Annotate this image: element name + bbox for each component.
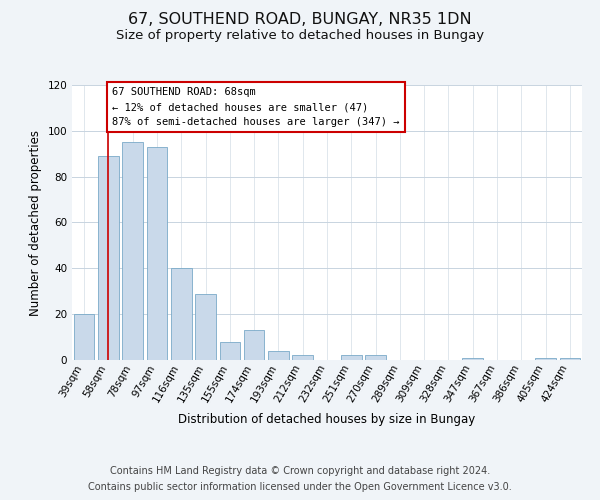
Bar	[365, 356, 386, 360]
Text: Size of property relative to detached houses in Bungay: Size of property relative to detached ho…	[116, 29, 484, 42]
Bar	[146, 147, 167, 360]
Bar	[171, 268, 191, 360]
Bar	[463, 358, 483, 360]
Bar	[535, 358, 556, 360]
Bar	[195, 294, 216, 360]
Bar	[220, 342, 240, 360]
Bar	[98, 156, 119, 360]
Bar	[292, 356, 313, 360]
Bar	[74, 314, 94, 360]
Bar	[268, 351, 289, 360]
Bar	[341, 356, 362, 360]
Bar	[560, 358, 580, 360]
X-axis label: Distribution of detached houses by size in Bungay: Distribution of detached houses by size …	[178, 412, 476, 426]
Bar	[244, 330, 265, 360]
Text: Contains public sector information licensed under the Open Government Licence v3: Contains public sector information licen…	[88, 482, 512, 492]
Text: 67 SOUTHEND ROAD: 68sqm
← 12% of detached houses are smaller (47)
87% of semi-de: 67 SOUTHEND ROAD: 68sqm ← 12% of detache…	[112, 88, 400, 127]
Bar	[122, 142, 143, 360]
Y-axis label: Number of detached properties: Number of detached properties	[29, 130, 42, 316]
Text: 67, SOUTHEND ROAD, BUNGAY, NR35 1DN: 67, SOUTHEND ROAD, BUNGAY, NR35 1DN	[128, 12, 472, 28]
Text: Contains HM Land Registry data © Crown copyright and database right 2024.: Contains HM Land Registry data © Crown c…	[110, 466, 490, 476]
